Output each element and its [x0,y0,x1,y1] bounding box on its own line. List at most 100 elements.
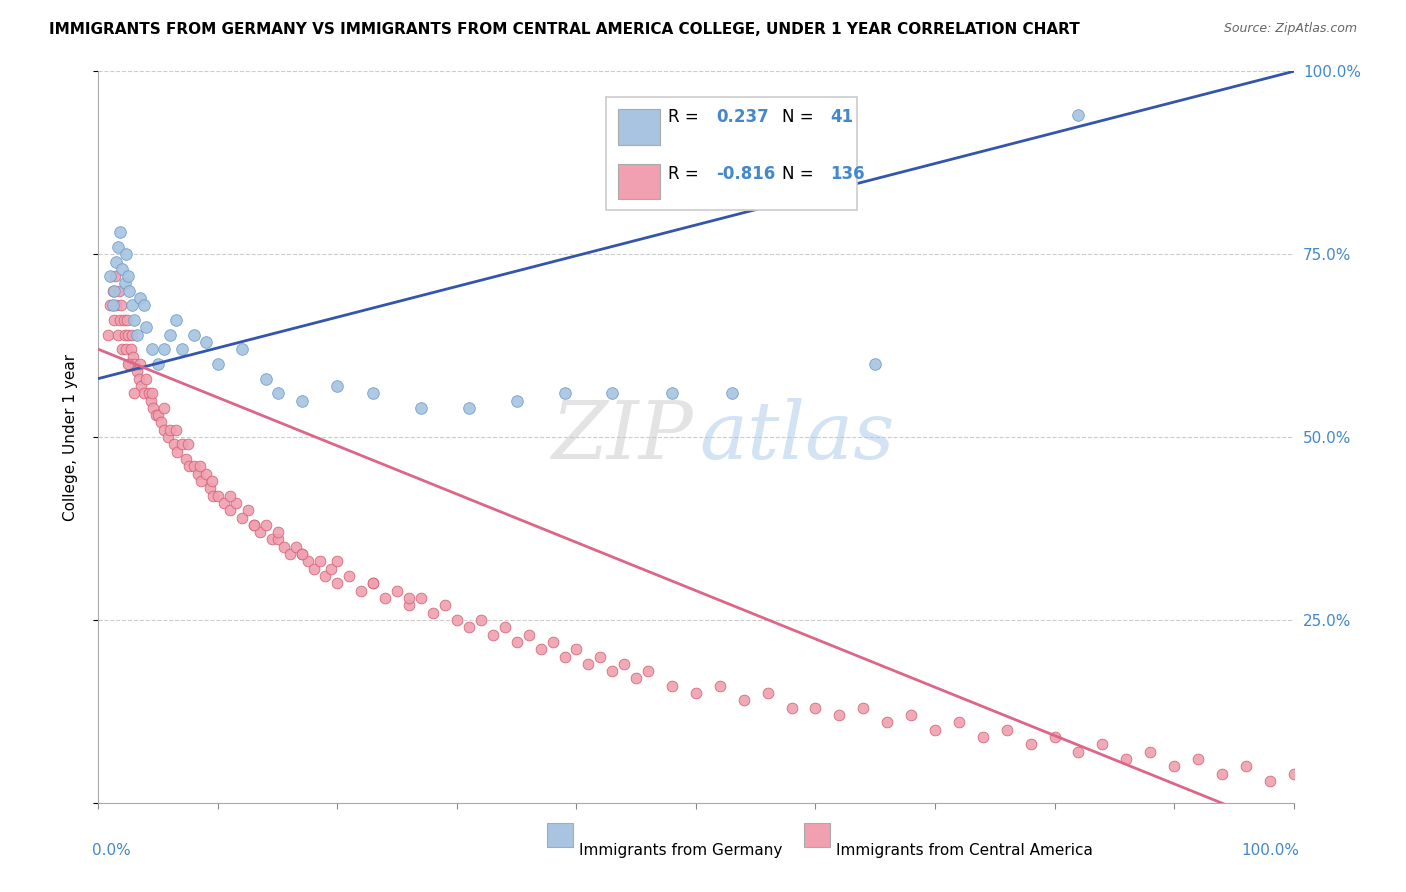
Point [1258,773,1281,788]
Point [195,467,218,481]
Point [124,386,146,401]
Point [132,386,155,401]
Point [97,327,120,342]
Point [291,393,314,408]
Point [589,649,612,664]
Point [326,554,349,568]
Point [153,423,176,437]
Point [101,298,124,312]
Point [207,489,229,503]
Point [236,503,259,517]
Point [132,298,155,312]
Point [995,723,1018,737]
Point [661,679,683,693]
Point [111,343,134,357]
Point [1187,752,1209,766]
Point [117,357,139,371]
Point [948,715,970,730]
Point [117,327,139,342]
Point [115,313,138,327]
Point [267,533,290,547]
Point [188,459,211,474]
Point [733,693,755,707]
Point [111,261,134,276]
Point [172,437,194,451]
Point [107,327,129,342]
Point [308,554,330,568]
Point [183,459,205,474]
Point [231,510,253,524]
Point [174,452,197,467]
Point [876,715,898,730]
Point [122,350,145,364]
Point [148,408,170,422]
FancyBboxPatch shape [606,97,858,211]
Point [1234,759,1257,773]
Point [315,569,337,583]
Point [129,357,152,371]
Point [138,386,160,401]
Point [517,627,540,641]
Point [291,547,314,561]
Point [434,599,457,613]
Text: 100.0%: 100.0% [1241,843,1299,858]
Point [118,357,141,371]
Point [135,371,157,385]
Point [254,371,277,385]
Point [709,679,731,693]
Point [865,357,887,371]
Point [284,540,307,554]
Point [190,474,212,488]
Point [98,269,122,284]
Point [129,291,152,305]
Point [780,700,803,714]
Point [578,657,600,671]
Point [1163,759,1185,773]
Point [165,313,187,327]
Point [363,576,385,591]
Point [101,284,124,298]
Point [326,576,349,591]
Point [297,554,319,568]
Point [153,343,176,357]
Point [219,489,242,503]
Point [110,298,132,312]
Point [121,298,143,312]
Point [637,664,659,678]
Point [506,635,529,649]
Point [145,408,167,422]
Point [148,357,170,371]
Point [115,247,138,261]
Point [187,467,209,481]
Point [128,371,150,385]
Point [243,517,266,532]
Text: Source: ZipAtlas.com: Source: ZipAtlas.com [1223,22,1357,36]
Point [1091,737,1114,751]
Point [201,474,224,488]
Point [494,620,516,634]
Point [114,277,136,291]
Point [924,723,946,737]
Point [156,430,179,444]
Point [153,401,176,415]
Point [1115,752,1137,766]
Point [661,386,683,401]
Point [141,386,163,401]
Point [685,686,707,700]
Point [302,562,325,576]
Point [273,540,295,554]
Point [115,343,138,357]
Text: -0.816: -0.816 [716,165,776,183]
Point [231,343,253,357]
Point [321,562,343,576]
Bar [619,110,661,145]
Point [207,357,229,371]
Point [166,444,188,458]
Point [149,416,172,430]
Point [267,525,290,540]
Point [828,708,851,723]
Point [530,642,553,657]
Point [139,393,162,408]
Text: IMMIGRANTS FROM GERMANY VS IMMIGRANTS FROM CENTRAL AMERICA COLLEGE, UNDER 1 YEAR: IMMIGRANTS FROM GERMANY VS IMMIGRANTS FR… [49,22,1080,37]
Point [852,700,875,714]
